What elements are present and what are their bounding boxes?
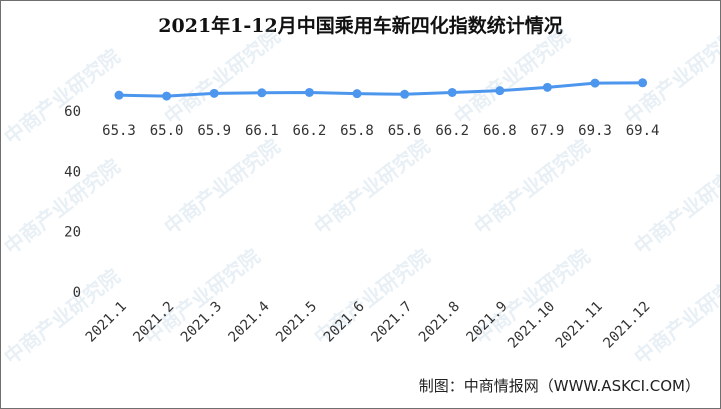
data-point — [304, 87, 314, 97]
data-label: 67.9 — [531, 123, 565, 139]
x-tick-label: 2021.11 — [553, 299, 606, 352]
x-tick-label: 2021.9 — [464, 299, 511, 346]
data-point — [542, 82, 552, 92]
data-point — [352, 89, 362, 99]
series-line — [118, 81, 643, 98]
x-tick-label: 2021.2 — [130, 299, 177, 346]
x-tick-label: 2021.3 — [178, 299, 225, 346]
x-tick-label: 2021.6 — [321, 299, 368, 346]
data-label: 65.9 — [197, 123, 231, 139]
data-point — [590, 78, 600, 88]
data-label: 66.8 — [483, 123, 517, 139]
data-label: 65.3 — [102, 123, 136, 139]
data-label: 66.1 — [245, 123, 279, 139]
x-tick-label: 2021.7 — [368, 299, 415, 346]
x-tick-label: 2021.10 — [505, 299, 558, 352]
data-point — [114, 90, 124, 100]
x-tick-label: 2021.12 — [600, 299, 653, 352]
x-tick-label: 2021.1 — [83, 299, 130, 346]
y-tick-label: 0 — [73, 285, 81, 301]
data-point — [162, 91, 172, 101]
x-tick-label: 2021.5 — [273, 299, 320, 346]
data-label: 69.3 — [578, 123, 612, 139]
data-point — [447, 87, 457, 97]
y-tick-label: 20 — [64, 225, 81, 241]
data-point — [495, 86, 505, 96]
data-point — [257, 88, 267, 98]
data-label: 65.6 — [388, 123, 422, 139]
data-label: 65.8 — [340, 123, 374, 139]
data-label: 66.2 — [435, 123, 469, 139]
y-tick-label: 60 — [64, 104, 81, 120]
data-point — [209, 88, 219, 98]
data-label: 65.0 — [150, 123, 184, 139]
data-point — [638, 78, 648, 88]
y-tick-label: 40 — [64, 164, 81, 180]
x-tick-label: 2021.4 — [226, 299, 273, 346]
source-credit: 制图：中商情报网（WWW.ASKCI.COM） — [418, 377, 700, 395]
data-point — [400, 89, 410, 99]
data-label: 66.2 — [293, 123, 327, 139]
data-label: 69.4 — [626, 123, 660, 139]
x-tick-label: 2021.8 — [416, 299, 463, 346]
chart-title: 2021年1-12月中国乘用车新四化指数统计情况 — [158, 15, 563, 37]
